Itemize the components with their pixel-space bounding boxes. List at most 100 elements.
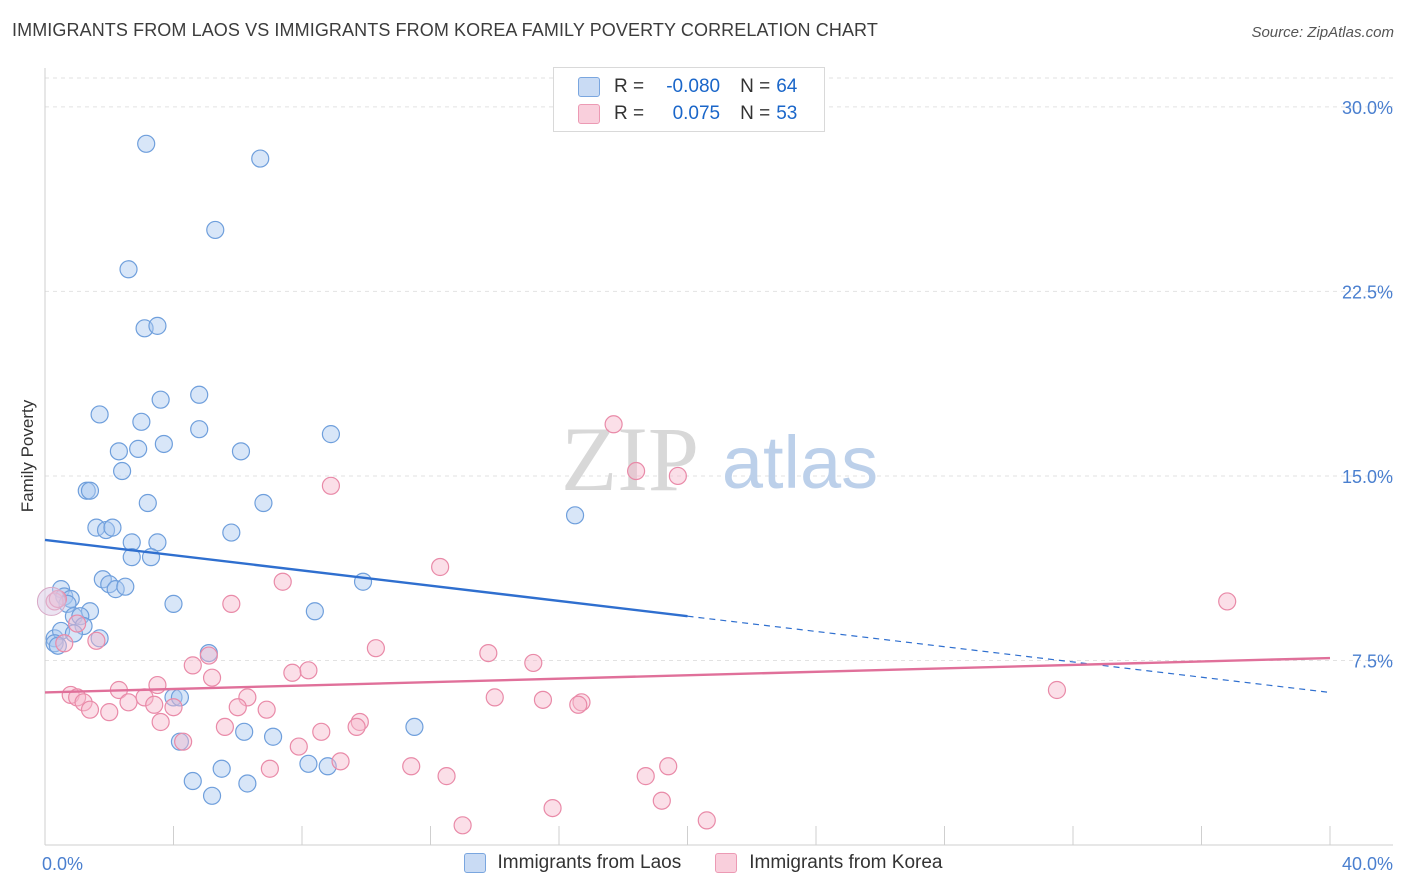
legend-r-label: R =: [614, 76, 645, 97]
y-tick-label: 30.0%: [1342, 98, 1393, 118]
legend-n-value: 53: [776, 103, 798, 124]
data-point-korea: [164, 698, 183, 717]
data-point-korea: [347, 717, 366, 737]
data-point-korea: [148, 675, 167, 695]
data-point-korea: [100, 703, 119, 722]
data-point-laos: [122, 548, 141, 567]
data-point-korea: [1218, 592, 1237, 611]
legend-label-korea: Immigrants from Korea: [749, 852, 943, 873]
korea-swatch: [715, 853, 738, 873]
legend-n-label: N =: [740, 103, 771, 124]
trend-lines: [44, 538, 1331, 694]
tick-labels: 7.5% 15.0% 22.5% 30.0% 0.0% 40.0%: [42, 98, 1393, 874]
data-point-korea: [543, 798, 562, 818]
data-point-korea: [55, 634, 74, 653]
data-point-laos: [183, 771, 202, 791]
data-point-laos: [137, 134, 156, 153]
y-tick-label: 7.5%: [1352, 651, 1393, 671]
data-point-laos: [238, 774, 257, 793]
data-point-korea: [260, 759, 279, 778]
data-point-korea: [533, 690, 553, 709]
watermark-atlas: atlas: [722, 421, 878, 504]
data-point-korea: [238, 688, 257, 707]
data-point-korea: [183, 656, 202, 675]
data-point-korea: [87, 631, 106, 650]
data-point-laos: [202, 786, 222, 805]
legend-item-laos[interactable]: Immigrants from Laos: [463, 852, 682, 874]
data-point-laos: [138, 493, 157, 513]
data-point-korea: [402, 757, 421, 776]
data-point-korea: [299, 661, 318, 680]
data-point-cluster: [36, 586, 66, 616]
data-point-korea: [668, 466, 687, 486]
data-point-korea: [321, 476, 341, 495]
data-point-korea: [151, 712, 170, 732]
data-point-korea: [80, 700, 100, 719]
data-point-korea: [431, 557, 450, 577]
legend-r-value: -0.080: [666, 76, 721, 97]
data-point-korea: [366, 639, 385, 658]
legend-r-label: R =: [614, 103, 645, 124]
data-point-korea: [174, 732, 193, 751]
data-point-korea: [572, 693, 591, 712]
watermark: ZIP atlas: [561, 408, 878, 510]
correlation-legend: R = -0.080 N = 64 R = 0.075 N = 53: [553, 67, 825, 132]
source-label: Source: ZipAtlas.com: [1251, 24, 1394, 41]
data-point-korea: [331, 752, 350, 771]
data-point-laos: [321, 425, 341, 444]
data-point-korea: [257, 700, 276, 719]
data-point-laos: [129, 439, 148, 458]
data-point-laos: [109, 442, 128, 461]
data-point-laos: [299, 754, 318, 773]
data-point-laos: [90, 629, 109, 648]
watermark-zip: ZIP: [561, 408, 699, 510]
legend-label-laos: Immigrants from Laos: [497, 852, 682, 873]
data-point-laos: [64, 624, 84, 643]
data-point-korea: [697, 811, 716, 830]
data-point-korea: [437, 767, 456, 786]
data-point-korea: [74, 693, 93, 712]
data-point-korea: [273, 572, 292, 591]
legend-n-value: 64: [776, 76, 798, 97]
data-point-laos: [263, 727, 283, 746]
data-point-laos: [116, 577, 135, 596]
data-point-laos: [206, 220, 225, 240]
legend-item-korea[interactable]: Immigrants from Korea: [715, 852, 942, 874]
x-tick-label: 40.0%: [1342, 854, 1393, 874]
data-point-korea: [312, 722, 331, 741]
data-point-korea: [626, 461, 646, 481]
y-tick-label: 15.0%: [1342, 467, 1393, 487]
data-point-korea: [636, 767, 655, 786]
data-point-korea: [569, 695, 588, 714]
data-point-korea: [222, 594, 241, 613]
data-point-laos: [103, 518, 122, 537]
laos-swatch: [578, 77, 600, 97]
data-point-laos: [190, 385, 209, 404]
data-point-korea: [485, 688, 504, 707]
legend-r-value: 0.075: [672, 103, 721, 124]
data-point-korea: [202, 668, 222, 687]
data-point-korea: [479, 643, 498, 663]
axes: [44, 68, 1393, 846]
data-point-korea: [659, 757, 678, 776]
data-point-laos: [119, 260, 138, 279]
data-point-laos: [164, 594, 183, 613]
data-point-laos: [154, 434, 173, 454]
data-point-korea: [119, 693, 138, 712]
chart-title: IMMIGRANTS FROM LAOS VS IMMIGRANTS FROM …: [12, 20, 878, 40]
data-point-korea: [524, 653, 543, 673]
data-point-korea: [228, 698, 247, 717]
legend-n-label: N =: [740, 76, 771, 97]
data-point-laos: [305, 602, 324, 621]
data-point-laos: [90, 405, 109, 424]
data-point-korea: [604, 415, 623, 434]
trend-line-laos: [44, 538, 688, 618]
grid-lines: [45, 77, 1395, 661]
data-point-laos: [251, 149, 270, 168]
data-point-laos: [132, 412, 151, 431]
trend-line-laos-extension: [687, 615, 1331, 694]
legend-row-korea: R = 0.075 N = 53: [578, 101, 797, 127]
data-point-laos: [212, 759, 231, 778]
data-point-laos: [222, 523, 241, 542]
